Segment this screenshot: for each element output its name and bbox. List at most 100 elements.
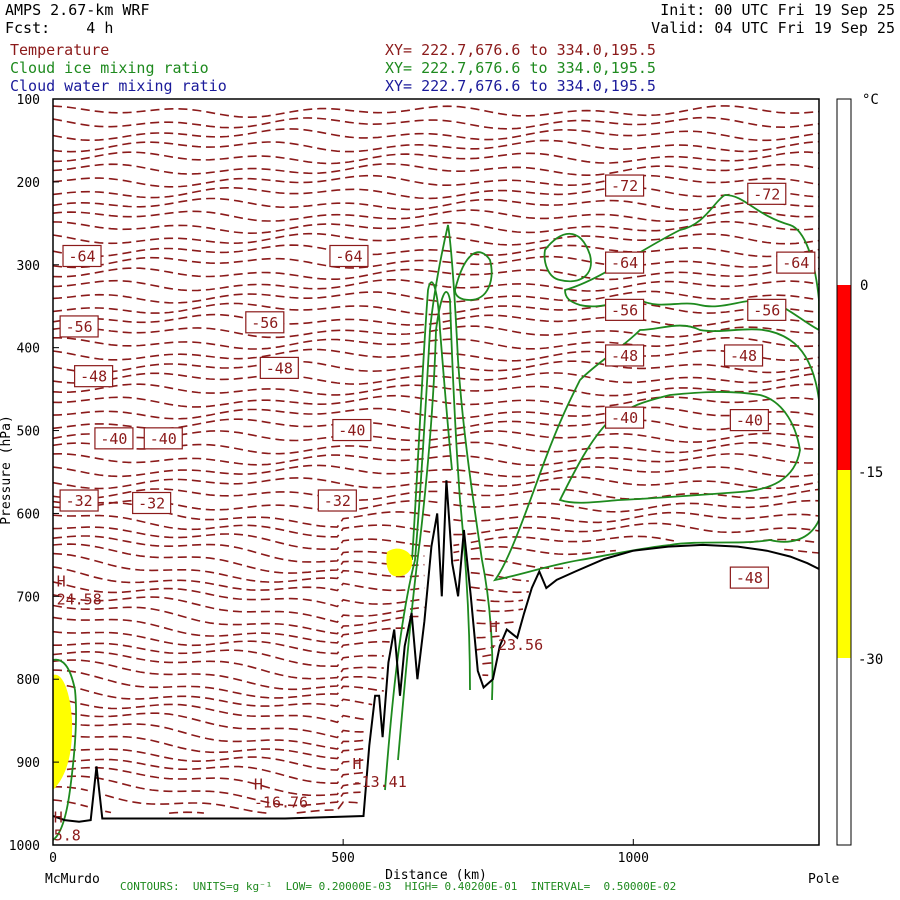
isotherm-label-box: [59, 489, 99, 512]
isotherm-line: [53, 128, 819, 142]
y-tick-label: 600: [17, 507, 40, 522]
isotherm-label-text: -64: [68, 247, 95, 265]
isotherm-label: -64: [776, 251, 816, 274]
high-marker: H-13.41: [353, 755, 407, 791]
isotherm-label: -40: [729, 409, 769, 432]
y-tick-label: 500: [17, 425, 40, 440]
isotherm-label: -64: [329, 244, 369, 268]
y-tick-label: 1000: [9, 839, 40, 854]
isotherm-line: [53, 594, 524, 623]
plot-frame: [52, 98, 820, 846]
isotherm-line: [53, 604, 518, 635]
isotherm-label: -40: [94, 427, 134, 450]
isotherm-label-text: -48: [266, 359, 293, 377]
isotherm-line: [53, 758, 367, 784]
valid-time: Valid: 04 UTC Fri 19 Sep 25: [651, 19, 895, 37]
isotherm-label-box: [604, 251, 645, 274]
isotherm-line: [53, 220, 819, 235]
isotherm-label-text: -40: [100, 430, 127, 448]
colorbar-label-m30: -30: [858, 652, 883, 668]
isotherm-line: [53, 630, 495, 655]
cloud-ice-plume-2: [397, 291, 471, 761]
isotherm-line: [53, 650, 495, 680]
x-tick-label: 500: [331, 851, 354, 866]
isotherm-line: [53, 659, 489, 691]
y-tick-label: 400: [17, 342, 40, 357]
isotherm-line: [53, 669, 384, 699]
cloud-ice-low-left: [53, 658, 77, 841]
cloud-ice-plume: [384, 224, 494, 791]
isotherm-line: [53, 383, 819, 397]
colorbar-band-yellow: [837, 470, 851, 658]
colorbar-band-red: [837, 285, 851, 470]
isotherm-label-box: [604, 174, 645, 197]
isotherm-label: -32: [59, 489, 99, 512]
isotherm-line: [53, 476, 819, 490]
legend-temperature: Temperature: [10, 41, 110, 59]
high-marker-value: -13.41: [353, 773, 407, 791]
isotherm-label: -56: [604, 298, 645, 321]
isotherm-label: -56: [747, 298, 787, 321]
isotherm-line: [53, 799, 204, 814]
isotherm-label: -48: [74, 365, 114, 388]
isotherm-label-box: [329, 244, 369, 268]
isotherm-line: [53, 719, 367, 750]
isotherm-label: -56: [245, 311, 285, 334]
high-marker-h: H: [254, 776, 263, 794]
isotherm-label-text: -56: [251, 314, 278, 332]
x-tick-label: 1000: [618, 851, 649, 866]
isotherm-line: [53, 709, 367, 739]
high-marker-value: 5.8: [54, 827, 81, 845]
colorbar-label-m15: -15: [858, 465, 883, 481]
isotherm-line: [53, 105, 819, 118]
model-title: AMPS 2.67-km WRF: [5, 1, 150, 19]
isotherm-line: [53, 174, 819, 188]
xy-cloud-water: XY= 222.7,676.6 to 334.0,195.5: [385, 77, 656, 95]
x-endpoint-right: Pole: [808, 872, 839, 887]
isotherm-label-box: [59, 315, 99, 338]
isotherm-label-box: [94, 427, 134, 450]
isotherm-line: [53, 151, 819, 165]
isotherm-label: -48: [604, 344, 645, 367]
isotherm-line: [53, 244, 819, 258]
cloud-water-patch-mid: [386, 548, 413, 577]
high-marker: H-16.76: [254, 776, 308, 812]
terrain-line: [53, 480, 819, 823]
high-marker-value: -16.76: [254, 794, 308, 812]
colorbar-unit: °C: [862, 92, 879, 108]
isotherm-label-text: -48: [730, 347, 757, 365]
cloud-ice-upper-right: [543, 233, 592, 283]
isotherm-label-text: -48: [611, 347, 638, 365]
isotherm-line: [53, 747, 367, 771]
isotherm-line: [53, 186, 819, 200]
isotherm-label-text: -72: [753, 185, 780, 203]
cloud-ice-plume-3: [411, 281, 453, 561]
isotherm-label-text: -40: [338, 422, 365, 440]
isotherm-label-text: -56: [611, 301, 638, 319]
plot-background: [53, 99, 819, 845]
isotherm-label: -56: [59, 315, 99, 338]
high-marker-value: 24.58: [57, 590, 102, 608]
isotherm-label: -32: [317, 489, 357, 512]
isotherm-line: [53, 543, 570, 574]
isotherm-line: [53, 616, 500, 644]
isotherm-label-text: -40: [611, 409, 638, 427]
isotherm-label-box: [604, 298, 645, 321]
y-tick-label: 700: [17, 590, 40, 605]
cloud-ice-patch: [454, 251, 493, 301]
isotherm-line: [53, 255, 819, 269]
isotherm-line: [53, 732, 367, 760]
isotherm-label: -72: [747, 182, 787, 205]
isotherm-label-text: -48: [736, 569, 763, 587]
high-marker: H5.8: [54, 809, 81, 845]
isotherm-line: [53, 139, 819, 153]
isotherm-label-box: [747, 298, 787, 321]
isotherm-label-box: [729, 566, 769, 589]
isotherm-line: [53, 500, 819, 528]
isotherm-label: -72: [604, 174, 645, 197]
cloud-ice-contours: [53, 194, 819, 841]
isotherm-label-text: -64: [782, 254, 809, 272]
legend-cloud-ice: Cloud ice mixing ratio: [10, 59, 209, 77]
isotherm-label-text: -40: [150, 430, 177, 448]
